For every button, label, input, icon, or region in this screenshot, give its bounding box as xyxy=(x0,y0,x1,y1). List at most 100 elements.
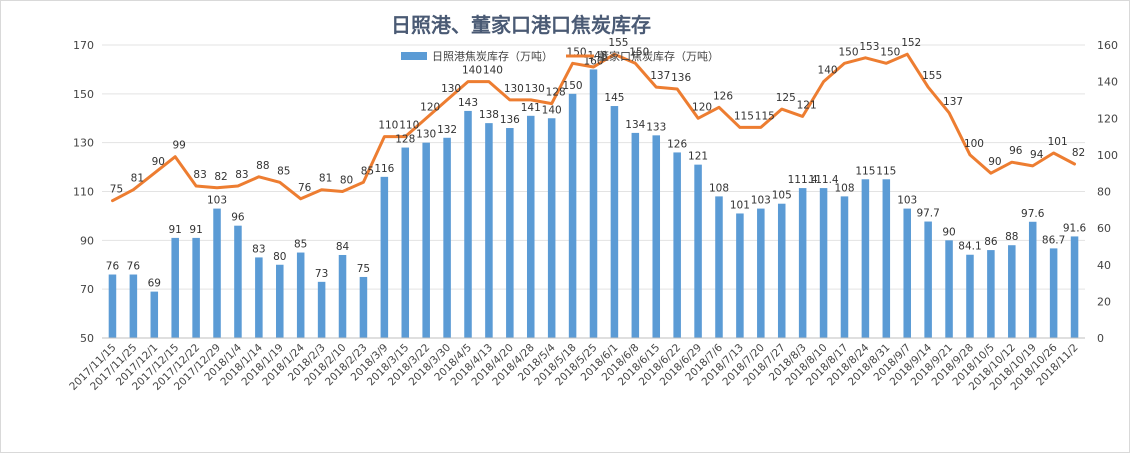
y-left-tick-label: 130 xyxy=(73,137,94,150)
line-value-label: 94 xyxy=(1030,149,1044,161)
legend-bar-label: 日照港焦炭库存（万吨） xyxy=(432,49,553,63)
bar-value-label: 97.6 xyxy=(1021,208,1045,220)
bar xyxy=(547,118,556,338)
bar xyxy=(213,208,221,338)
y-right-tick-label: 60 xyxy=(1097,222,1111,235)
bar-value-label: 85 xyxy=(294,239,307,251)
bar-value-label: 96 xyxy=(231,212,245,224)
bar xyxy=(1008,245,1016,338)
line-series xyxy=(111,52,1076,203)
bar-value-label: 84 xyxy=(336,241,350,253)
bar-value-label: 69 xyxy=(148,278,161,290)
bar xyxy=(798,188,807,338)
bar xyxy=(610,106,619,339)
bar xyxy=(380,176,389,338)
bar xyxy=(945,240,953,338)
bar xyxy=(506,128,514,338)
bar xyxy=(736,213,744,338)
bar xyxy=(526,115,535,338)
bar xyxy=(443,137,451,338)
bar xyxy=(1028,221,1037,338)
bar xyxy=(987,250,995,338)
line-value-label: 85 xyxy=(277,165,290,177)
bar xyxy=(840,196,849,338)
bar-value-label: 132 xyxy=(437,124,457,136)
bar xyxy=(1070,236,1079,338)
bar xyxy=(317,281,326,338)
line-value-label: 101 xyxy=(1048,136,1068,148)
y-right-tick-label: 160 xyxy=(1097,39,1118,52)
bar xyxy=(129,274,138,338)
bar xyxy=(108,274,117,338)
line-value-label: 110 xyxy=(399,120,419,132)
y-left-tick-label: 110 xyxy=(73,186,94,199)
bar-value-label: 111.4 xyxy=(788,174,818,186)
y-right-tick-label: 80 xyxy=(1097,186,1111,199)
line-value-label: 82 xyxy=(214,171,227,183)
bar xyxy=(485,123,493,338)
line-value-label: 85 xyxy=(361,165,374,177)
bar xyxy=(422,142,430,338)
bar-value-label: 86.7 xyxy=(1042,234,1065,246)
bar xyxy=(150,291,159,338)
bar-value-label: 108 xyxy=(834,182,854,194)
bar xyxy=(903,208,911,338)
bar-value-label: 141 xyxy=(521,102,541,114)
bar-value-label: 86 xyxy=(984,236,998,248)
line-value-label: 148 xyxy=(587,50,607,62)
line-value-label: 140 xyxy=(483,65,503,77)
line-value-label: 80 xyxy=(340,175,353,187)
y-right-tick-label: 0 xyxy=(1097,332,1104,345)
line-value-label: 130 xyxy=(441,83,461,95)
line-value-label: 81 xyxy=(131,173,144,185)
bar-value-label: 91 xyxy=(169,224,182,236)
bar-value-label: 134 xyxy=(625,119,645,131)
line-value-label: 115 xyxy=(755,110,775,122)
line-value-label: 136 xyxy=(671,72,691,84)
line-value-label: 120 xyxy=(420,101,440,113)
bar-value-label: 84.1 xyxy=(958,241,981,253)
line-value-label: 83 xyxy=(235,169,248,181)
bar xyxy=(568,93,577,338)
line-value-label: 140 xyxy=(818,65,838,77)
y-left-tick-label: 90 xyxy=(80,234,94,247)
bar xyxy=(359,276,368,338)
line-value-label: 153 xyxy=(859,41,879,53)
line-value-label: 115 xyxy=(734,110,754,122)
line-value-label: 100 xyxy=(964,138,984,150)
line-value-label: 81 xyxy=(319,173,332,185)
bar-value-label: 116 xyxy=(374,163,394,175)
bar-series xyxy=(108,69,1079,339)
line-value-label: 137 xyxy=(943,96,963,108)
line-value-label: 152 xyxy=(901,37,921,49)
bar-value-label: 75 xyxy=(357,263,370,275)
bar-value-label: 91 xyxy=(189,224,202,236)
bar-value-label: 130 xyxy=(416,129,436,141)
line-value-label: 99 xyxy=(173,140,186,152)
line-value-label: 83 xyxy=(193,169,206,181)
bar xyxy=(192,237,200,338)
line-value-label: 90 xyxy=(988,156,1001,168)
bar-value-label: 76 xyxy=(106,261,120,273)
legend-bar-swatch xyxy=(401,52,427,60)
bar-value-label: 73 xyxy=(315,268,328,280)
bar xyxy=(861,179,870,338)
bar xyxy=(171,237,179,338)
line-value-label: 82 xyxy=(1072,147,1085,159)
bar xyxy=(631,132,640,338)
line-value-label: 90 xyxy=(152,156,165,168)
bar-value-label: 138 xyxy=(479,109,499,121)
line-value-label: 96 xyxy=(1009,145,1023,157)
line-value-label: 125 xyxy=(776,92,796,104)
bar-value-label: 150 xyxy=(563,80,583,92)
line-value-label: 126 xyxy=(713,90,733,102)
line-value-label: 88 xyxy=(256,160,269,172)
y-left-tick-label: 50 xyxy=(80,332,94,345)
bar xyxy=(715,196,723,338)
y-left-tick-label: 70 xyxy=(80,283,94,296)
bar-value-label: 91.6 xyxy=(1063,222,1087,234)
line-value-label: 128 xyxy=(546,87,566,99)
legend-line-label: 董家口焦炭库存（万吨） xyxy=(598,49,719,63)
